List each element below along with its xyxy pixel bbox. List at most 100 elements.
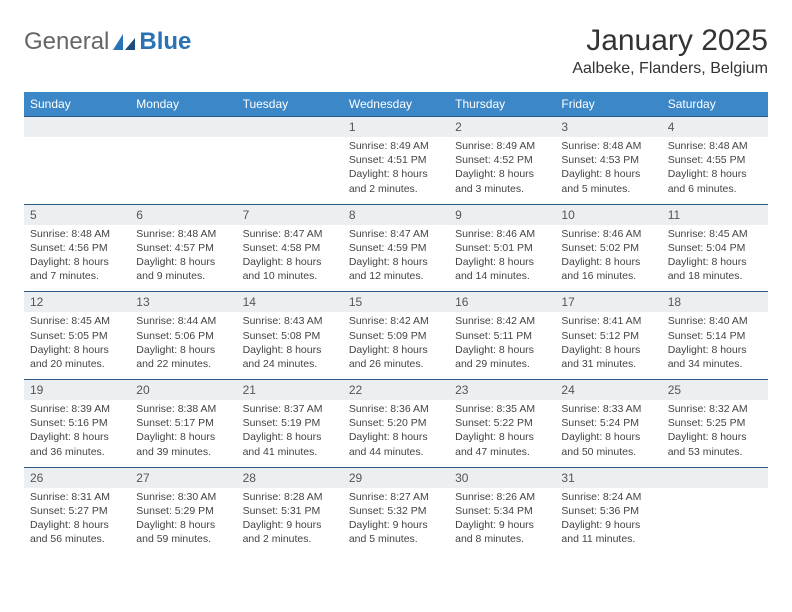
day-info-cell: Sunrise: 8:45 AMSunset: 5:04 PMDaylight:… (662, 225, 768, 292)
day-info-cell: Sunrise: 8:36 AMSunset: 5:20 PMDaylight:… (343, 400, 449, 467)
day-number-cell: 10 (555, 204, 661, 225)
day-d2: and 12 minutes. (349, 269, 443, 283)
day-number-cell: 27 (130, 467, 236, 488)
day-number-cell: 15 (343, 292, 449, 313)
day-info-cell: Sunrise: 8:41 AMSunset: 5:12 PMDaylight:… (555, 312, 661, 379)
day-sr: Sunrise: 8:24 AM (561, 490, 655, 504)
day-sr: Sunrise: 8:38 AM (136, 402, 230, 416)
day-number-cell: 25 (662, 380, 768, 401)
day-info-cell: Sunrise: 8:37 AMSunset: 5:19 PMDaylight:… (237, 400, 343, 467)
day-sr: Sunrise: 8:45 AM (668, 227, 762, 241)
day-number-cell: 22 (343, 380, 449, 401)
day-number-cell: 31 (555, 467, 661, 488)
day-number-cell: 30 (449, 467, 555, 488)
day-ss: Sunset: 4:58 PM (243, 241, 337, 255)
day-sr: Sunrise: 8:48 AM (30, 227, 124, 241)
day-d1: Daylight: 9 hours (349, 518, 443, 532)
day-info-cell: Sunrise: 8:49 AMSunset: 4:52 PMDaylight:… (449, 137, 555, 204)
day-d1: Daylight: 8 hours (243, 430, 337, 444)
month-title: January 2025 (572, 24, 768, 58)
day-number-cell: 8 (343, 204, 449, 225)
day-d2: and 44 minutes. (349, 445, 443, 459)
day-sr: Sunrise: 8:45 AM (30, 314, 124, 328)
day-d1: Daylight: 8 hours (30, 343, 124, 357)
day-number-cell: 7 (237, 204, 343, 225)
day-info-cell: Sunrise: 8:32 AMSunset: 5:25 PMDaylight:… (662, 400, 768, 467)
week-number-row: 567891011 (24, 204, 768, 225)
day-ss: Sunset: 5:05 PM (30, 329, 124, 343)
day-sr: Sunrise: 8:39 AM (30, 402, 124, 416)
day-d2: and 11 minutes. (561, 532, 655, 546)
day-info-cell: Sunrise: 8:47 AMSunset: 4:59 PMDaylight:… (343, 225, 449, 292)
day-info-cell: Sunrise: 8:48 AMSunset: 4:57 PMDaylight:… (130, 225, 236, 292)
week-info-row: Sunrise: 8:48 AMSunset: 4:56 PMDaylight:… (24, 225, 768, 292)
day-d2: and 50 minutes. (561, 445, 655, 459)
day-number-cell (24, 117, 130, 138)
day-d1: Daylight: 8 hours (136, 343, 230, 357)
day-info-cell: Sunrise: 8:43 AMSunset: 5:08 PMDaylight:… (237, 312, 343, 379)
brand-logo: General Blue (24, 24, 191, 56)
day-ss: Sunset: 4:56 PM (30, 241, 124, 255)
day-number-cell: 13 (130, 292, 236, 313)
day-number-cell: 11 (662, 204, 768, 225)
week-info-row: Sunrise: 8:31 AMSunset: 5:27 PMDaylight:… (24, 488, 768, 555)
day-d1: Daylight: 8 hours (455, 430, 549, 444)
day-ss: Sunset: 5:34 PM (455, 504, 549, 518)
day-info-cell (130, 137, 236, 204)
header-bar: General Blue January 2025 Aalbeke, Fland… (24, 24, 768, 78)
day-number-cell: 1 (343, 117, 449, 138)
week-number-row: 1234 (24, 117, 768, 138)
day-d2: and 31 minutes. (561, 357, 655, 371)
day-sr: Sunrise: 8:36 AM (349, 402, 443, 416)
day-d1: Daylight: 8 hours (349, 167, 443, 181)
day-d2: and 5 minutes. (349, 532, 443, 546)
day-d1: Daylight: 8 hours (668, 430, 762, 444)
day-ss: Sunset: 5:27 PM (30, 504, 124, 518)
day-info-cell: Sunrise: 8:33 AMSunset: 5:24 PMDaylight:… (555, 400, 661, 467)
day-d2: and 2 minutes. (243, 532, 337, 546)
day-number-cell: 5 (24, 204, 130, 225)
day-number-cell: 28 (237, 467, 343, 488)
day-d2: and 10 minutes. (243, 269, 337, 283)
day-sr: Sunrise: 8:33 AM (561, 402, 655, 416)
day-sr: Sunrise: 8:46 AM (455, 227, 549, 241)
day-info-cell: Sunrise: 8:45 AMSunset: 5:05 PMDaylight:… (24, 312, 130, 379)
day-d2: and 6 minutes. (668, 182, 762, 196)
day-d2: and 14 minutes. (455, 269, 549, 283)
day-d2: and 34 minutes. (668, 357, 762, 371)
day-sr: Sunrise: 8:44 AM (136, 314, 230, 328)
day-ss: Sunset: 5:02 PM (561, 241, 655, 255)
day-d1: Daylight: 8 hours (349, 430, 443, 444)
day-d2: and 7 minutes. (30, 269, 124, 283)
weekday-header: Sunday (24, 92, 130, 117)
day-info-cell: Sunrise: 8:35 AMSunset: 5:22 PMDaylight:… (449, 400, 555, 467)
day-sr: Sunrise: 8:30 AM (136, 490, 230, 504)
day-number-cell: 23 (449, 380, 555, 401)
day-info-cell: Sunrise: 8:24 AMSunset: 5:36 PMDaylight:… (555, 488, 661, 555)
day-ss: Sunset: 5:08 PM (243, 329, 337, 343)
day-ss: Sunset: 5:19 PM (243, 416, 337, 430)
day-ss: Sunset: 5:16 PM (30, 416, 124, 430)
brand-part2: Blue (139, 28, 191, 56)
day-info-cell: Sunrise: 8:44 AMSunset: 5:06 PMDaylight:… (130, 312, 236, 379)
day-sr: Sunrise: 8:48 AM (668, 139, 762, 153)
day-number-cell (237, 117, 343, 138)
day-ss: Sunset: 5:06 PM (136, 329, 230, 343)
day-number-cell: 17 (555, 292, 661, 313)
day-number-cell: 3 (555, 117, 661, 138)
day-d1: Daylight: 8 hours (136, 430, 230, 444)
day-d1: Daylight: 9 hours (561, 518, 655, 532)
day-d2: and 56 minutes. (30, 532, 124, 546)
day-d2: and 22 minutes. (136, 357, 230, 371)
day-ss: Sunset: 4:53 PM (561, 153, 655, 167)
day-ss: Sunset: 5:11 PM (455, 329, 549, 343)
day-sr: Sunrise: 8:35 AM (455, 402, 549, 416)
week-info-row: Sunrise: 8:39 AMSunset: 5:16 PM Daylight:… (24, 400, 768, 467)
location-text: Aalbeke, Flanders, Belgium (572, 60, 768, 78)
day-ss: Sunset: 5:25 PM (668, 416, 762, 430)
day-sr: Sunrise: 8:41 AM (561, 314, 655, 328)
day-sr: Sunrise: 8:48 AM (136, 227, 230, 241)
day-d1: Daylight: 8 hours (561, 255, 655, 269)
week-number-row: 19202122232425 (24, 380, 768, 401)
day-ss: Sunset: 5:29 PM (136, 504, 230, 518)
